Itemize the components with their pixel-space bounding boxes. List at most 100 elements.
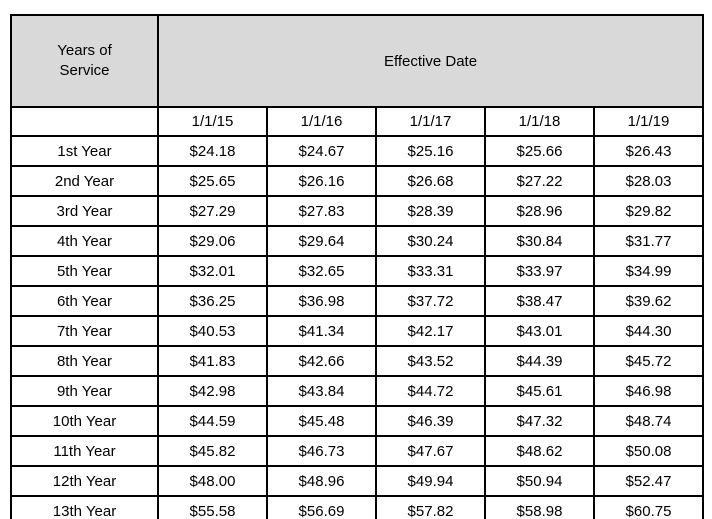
rate-cell: $58.98	[484, 495, 595, 519]
table-header-row: Years of Service Effective Date	[10, 14, 704, 108]
rate-cell: $27.83	[266, 195, 377, 227]
rate-cell: $55.58	[157, 495, 268, 519]
rate-cell: $42.98	[157, 375, 268, 407]
rate-cell: $33.97	[484, 255, 595, 287]
row-label: 6th Year	[10, 285, 159, 317]
rate-cell: $28.96	[484, 195, 595, 227]
rate-cell: $25.66	[484, 135, 595, 167]
rate-cell: $36.98	[266, 285, 377, 317]
rate-cell: $45.48	[266, 405, 377, 437]
rate-cell: $52.47	[593, 465, 704, 497]
rate-cell: $50.94	[484, 465, 595, 497]
rate-cell: $49.94	[375, 465, 486, 497]
rate-cell: $37.72	[375, 285, 486, 317]
row-label: 12th Year	[10, 465, 159, 497]
row-label: 8th Year	[10, 345, 159, 377]
years-of-service-header: Years of Service	[10, 14, 159, 108]
rate-cell: $28.39	[375, 195, 486, 227]
table-row: 1st Year $24.18 $24.67 $25.16 $25.66 $26.43	[10, 135, 704, 167]
date-column-header: 1/1/17	[375, 106, 486, 137]
rate-cell: $45.72	[593, 345, 704, 377]
rate-cell: $44.59	[157, 405, 268, 437]
rate-cell: $47.67	[375, 435, 486, 467]
rate-cell: $46.39	[375, 405, 486, 437]
row-label: 7th Year	[10, 315, 159, 347]
rate-cell: $34.99	[593, 255, 704, 287]
table-row: 7th Year $40.53 $41.34 $42.17 $43.01 $44.30	[10, 315, 704, 347]
table-row: 9th Year $42.98 $43.84 $44.72 $45.61 $46.98	[10, 375, 704, 407]
rate-cell: $29.06	[157, 225, 268, 257]
rate-cell: $26.68	[375, 165, 486, 197]
row-label: 11th Year	[10, 435, 159, 467]
rate-cell: $46.73	[266, 435, 377, 467]
row-label: 3rd Year	[10, 195, 159, 227]
date-column-header: 1/1/16	[266, 106, 377, 137]
rate-cell: $57.82	[375, 495, 486, 519]
rate-cell: $60.75	[593, 495, 704, 519]
rate-cell: $44.72	[375, 375, 486, 407]
row-label: 1st Year	[10, 135, 159, 167]
rate-cell: $44.30	[593, 315, 704, 347]
row-label: 2nd Year	[10, 165, 159, 197]
row-label: 5th Year	[10, 255, 159, 287]
rate-cell: $45.61	[484, 375, 595, 407]
rate-cell: $24.67	[266, 135, 377, 167]
empty-corner-cell	[10, 106, 159, 137]
table-row: 4th Year $29.06 $29.64 $30.24 $30.84 $31.77	[10, 225, 704, 257]
rate-cell: $40.53	[157, 315, 268, 347]
rate-cell: $27.29	[157, 195, 268, 227]
rate-cell: $43.84	[266, 375, 377, 407]
rate-cell: $48.00	[157, 465, 268, 497]
rate-cell: $41.83	[157, 345, 268, 377]
rate-cell: $25.16	[375, 135, 486, 167]
rate-cell: $48.96	[266, 465, 377, 497]
date-column-header: 1/1/15	[157, 106, 268, 137]
rate-cell: $26.43	[593, 135, 704, 167]
rate-cell: $29.64	[266, 225, 377, 257]
rate-cell: $43.01	[484, 315, 595, 347]
row-label: 4th Year	[10, 225, 159, 257]
rate-cell: $45.82	[157, 435, 268, 467]
rate-cell: $33.31	[375, 255, 486, 287]
rate-cell: $46.98	[593, 375, 704, 407]
rate-cell: $36.25	[157, 285, 268, 317]
rate-cell: $43.52	[375, 345, 486, 377]
table-row: 8th Year $41.83 $42.66 $43.52 $44.39 $45.72	[10, 345, 704, 377]
rate-cell: $48.74	[593, 405, 704, 437]
table-row: 12th Year $48.00 $48.96 $49.94 $50.94 $52.47	[10, 465, 704, 497]
rate-cell: $30.24	[375, 225, 486, 257]
rate-cell: $25.65	[157, 165, 268, 197]
rate-cell: $41.34	[266, 315, 377, 347]
rate-cell: $39.62	[593, 285, 704, 317]
effective-date-header: Effective Date	[157, 14, 704, 108]
table-row: 6th Year $36.25 $36.98 $37.72 $38.47 $39.62	[10, 285, 704, 317]
rate-cell: $31.77	[593, 225, 704, 257]
table-row: 11th Year $45.82 $46.73 $47.67 $48.62 $50.08	[10, 435, 704, 467]
table-row: 10th Year $44.59 $45.48 $46.39 $47.32 $48.74	[10, 405, 704, 437]
rate-table-body: Years of Service Effective Date 1/1/15 1/…	[10, 14, 704, 519]
row-label: 9th Year	[10, 375, 159, 407]
rate-cell: $47.32	[484, 405, 595, 437]
rate-cell: $29.82	[593, 195, 704, 227]
rate-cell: $44.39	[484, 345, 595, 377]
rate-cell: $42.17	[375, 315, 486, 347]
rate-cell: $48.62	[484, 435, 595, 467]
date-column-header: 1/1/18	[484, 106, 595, 137]
rate-cell: $30.84	[484, 225, 595, 257]
rate-cell: $42.66	[266, 345, 377, 377]
rate-cell: $56.69	[266, 495, 377, 519]
rate-cell: $26.16	[266, 165, 377, 197]
rate-cell: $50.08	[593, 435, 704, 467]
table-row: 5th Year $32.01 $32.65 $33.31 $33.97 $34.99	[10, 255, 704, 287]
rate-cell: $27.22	[484, 165, 595, 197]
rate-cell: $32.01	[157, 255, 268, 287]
wage-rate-table: Years of Service Effective Date 1/1/15 1/…	[10, 14, 704, 519]
date-header-row: 1/1/15 1/1/16 1/1/17 1/1/18 1/1/19	[10, 106, 704, 137]
table-row: 13th Year $55.58 $56.69 $57.82 $58.98 $60.75	[10, 495, 704, 519]
rate-cell: $32.65	[266, 255, 377, 287]
row-label: 10th Year	[10, 405, 159, 437]
rate-cell: $28.03	[593, 165, 704, 197]
rate-cell: $24.18	[157, 135, 268, 167]
table-row: 3rd Year $27.29 $27.83 $28.39 $28.96 $29.82	[10, 195, 704, 227]
